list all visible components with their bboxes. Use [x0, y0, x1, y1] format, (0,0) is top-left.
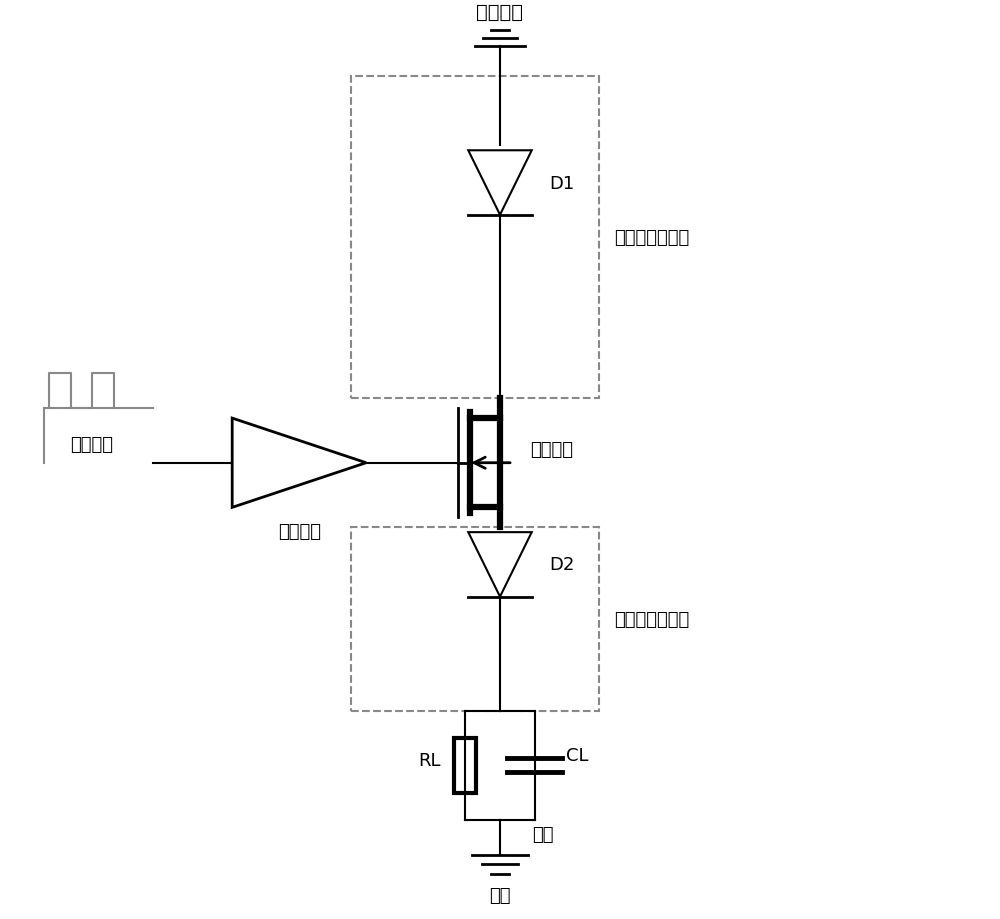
Bar	[454, 738, 476, 793]
Text: 脉冲信号: 脉冲信号	[70, 436, 113, 453]
Text: CL: CL	[566, 746, 589, 765]
Text: 漏极单向化模块: 漏极单向化模块	[614, 610, 689, 629]
Text: 功率开关: 功率开关	[530, 440, 573, 459]
Text: 地线: 地线	[489, 886, 511, 904]
Text: 源极单向化模块: 源极单向化模块	[614, 229, 689, 247]
Text: 负载: 负载	[532, 825, 553, 843]
Text: 电源电压: 电源电压	[476, 4, 524, 22]
Text: 驱动芯片: 驱动芯片	[278, 523, 321, 540]
Text: D1: D1	[550, 175, 575, 192]
Text: RL: RL	[418, 752, 440, 769]
Text: D2: D2	[550, 556, 575, 573]
